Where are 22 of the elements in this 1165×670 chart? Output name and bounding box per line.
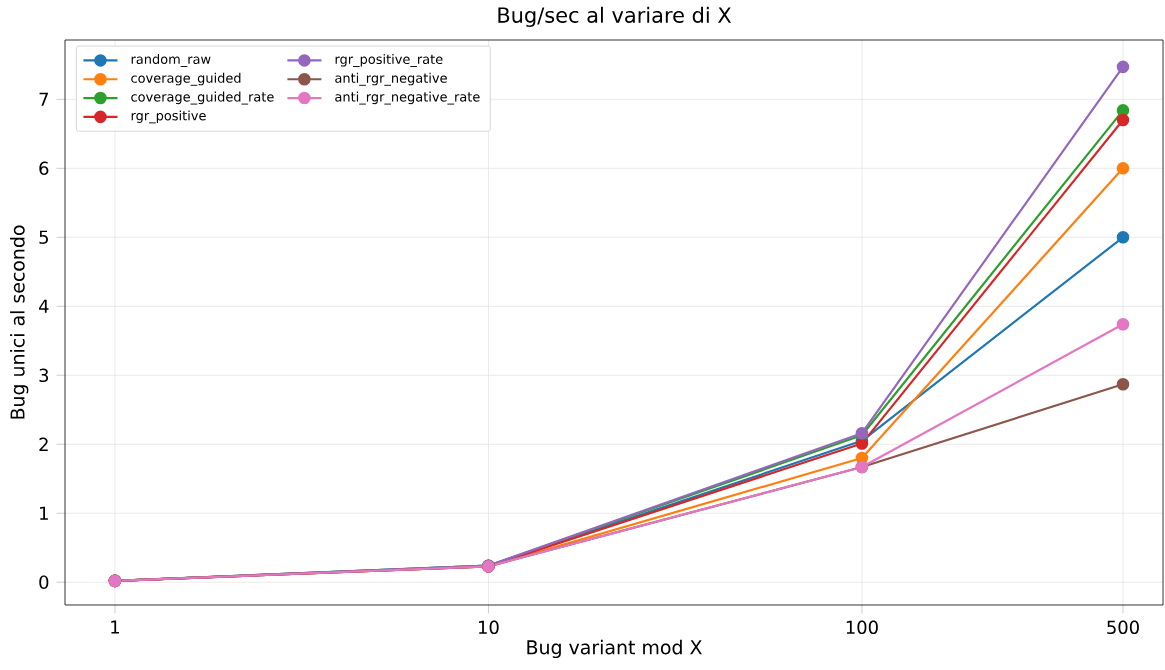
y-axis-title: Bug unici al secondo (10, 225, 29, 419)
x-tick-label: 100 (846, 620, 878, 635)
y-tick-label: 3 (39, 368, 49, 383)
chart-title: Bug/sec al variare di X (498, 6, 732, 27)
legend-label: anti_rgr_negative (335, 72, 447, 86)
x-tick-label: 10 (479, 620, 499, 635)
legend-label: coverage_guided (131, 72, 241, 86)
y-tick-label: 2 (39, 437, 48, 451)
y-tick-label: 7 (39, 92, 48, 106)
y-tick-label: 0 (39, 575, 49, 590)
x-axis-title: Bug variant mod X (527, 639, 702, 659)
legend-label: random_raw (131, 54, 211, 67)
legend-label: rgr_positive (131, 110, 206, 124)
legend-label: rgr_positive_rate (335, 54, 443, 67)
legend-label: coverage_guided_rate (131, 91, 274, 105)
y-tick-label: 6 (39, 161, 49, 176)
x-tick-label: 500 (1107, 620, 1139, 635)
y-tick-label: 1 (40, 506, 48, 520)
legend-label: anti_rgr_negative_rate (335, 91, 480, 105)
y-tick-label: 4 (38, 299, 49, 313)
y-tick-label: 5 (39, 230, 48, 244)
x-tick-label: 1 (111, 620, 119, 634)
